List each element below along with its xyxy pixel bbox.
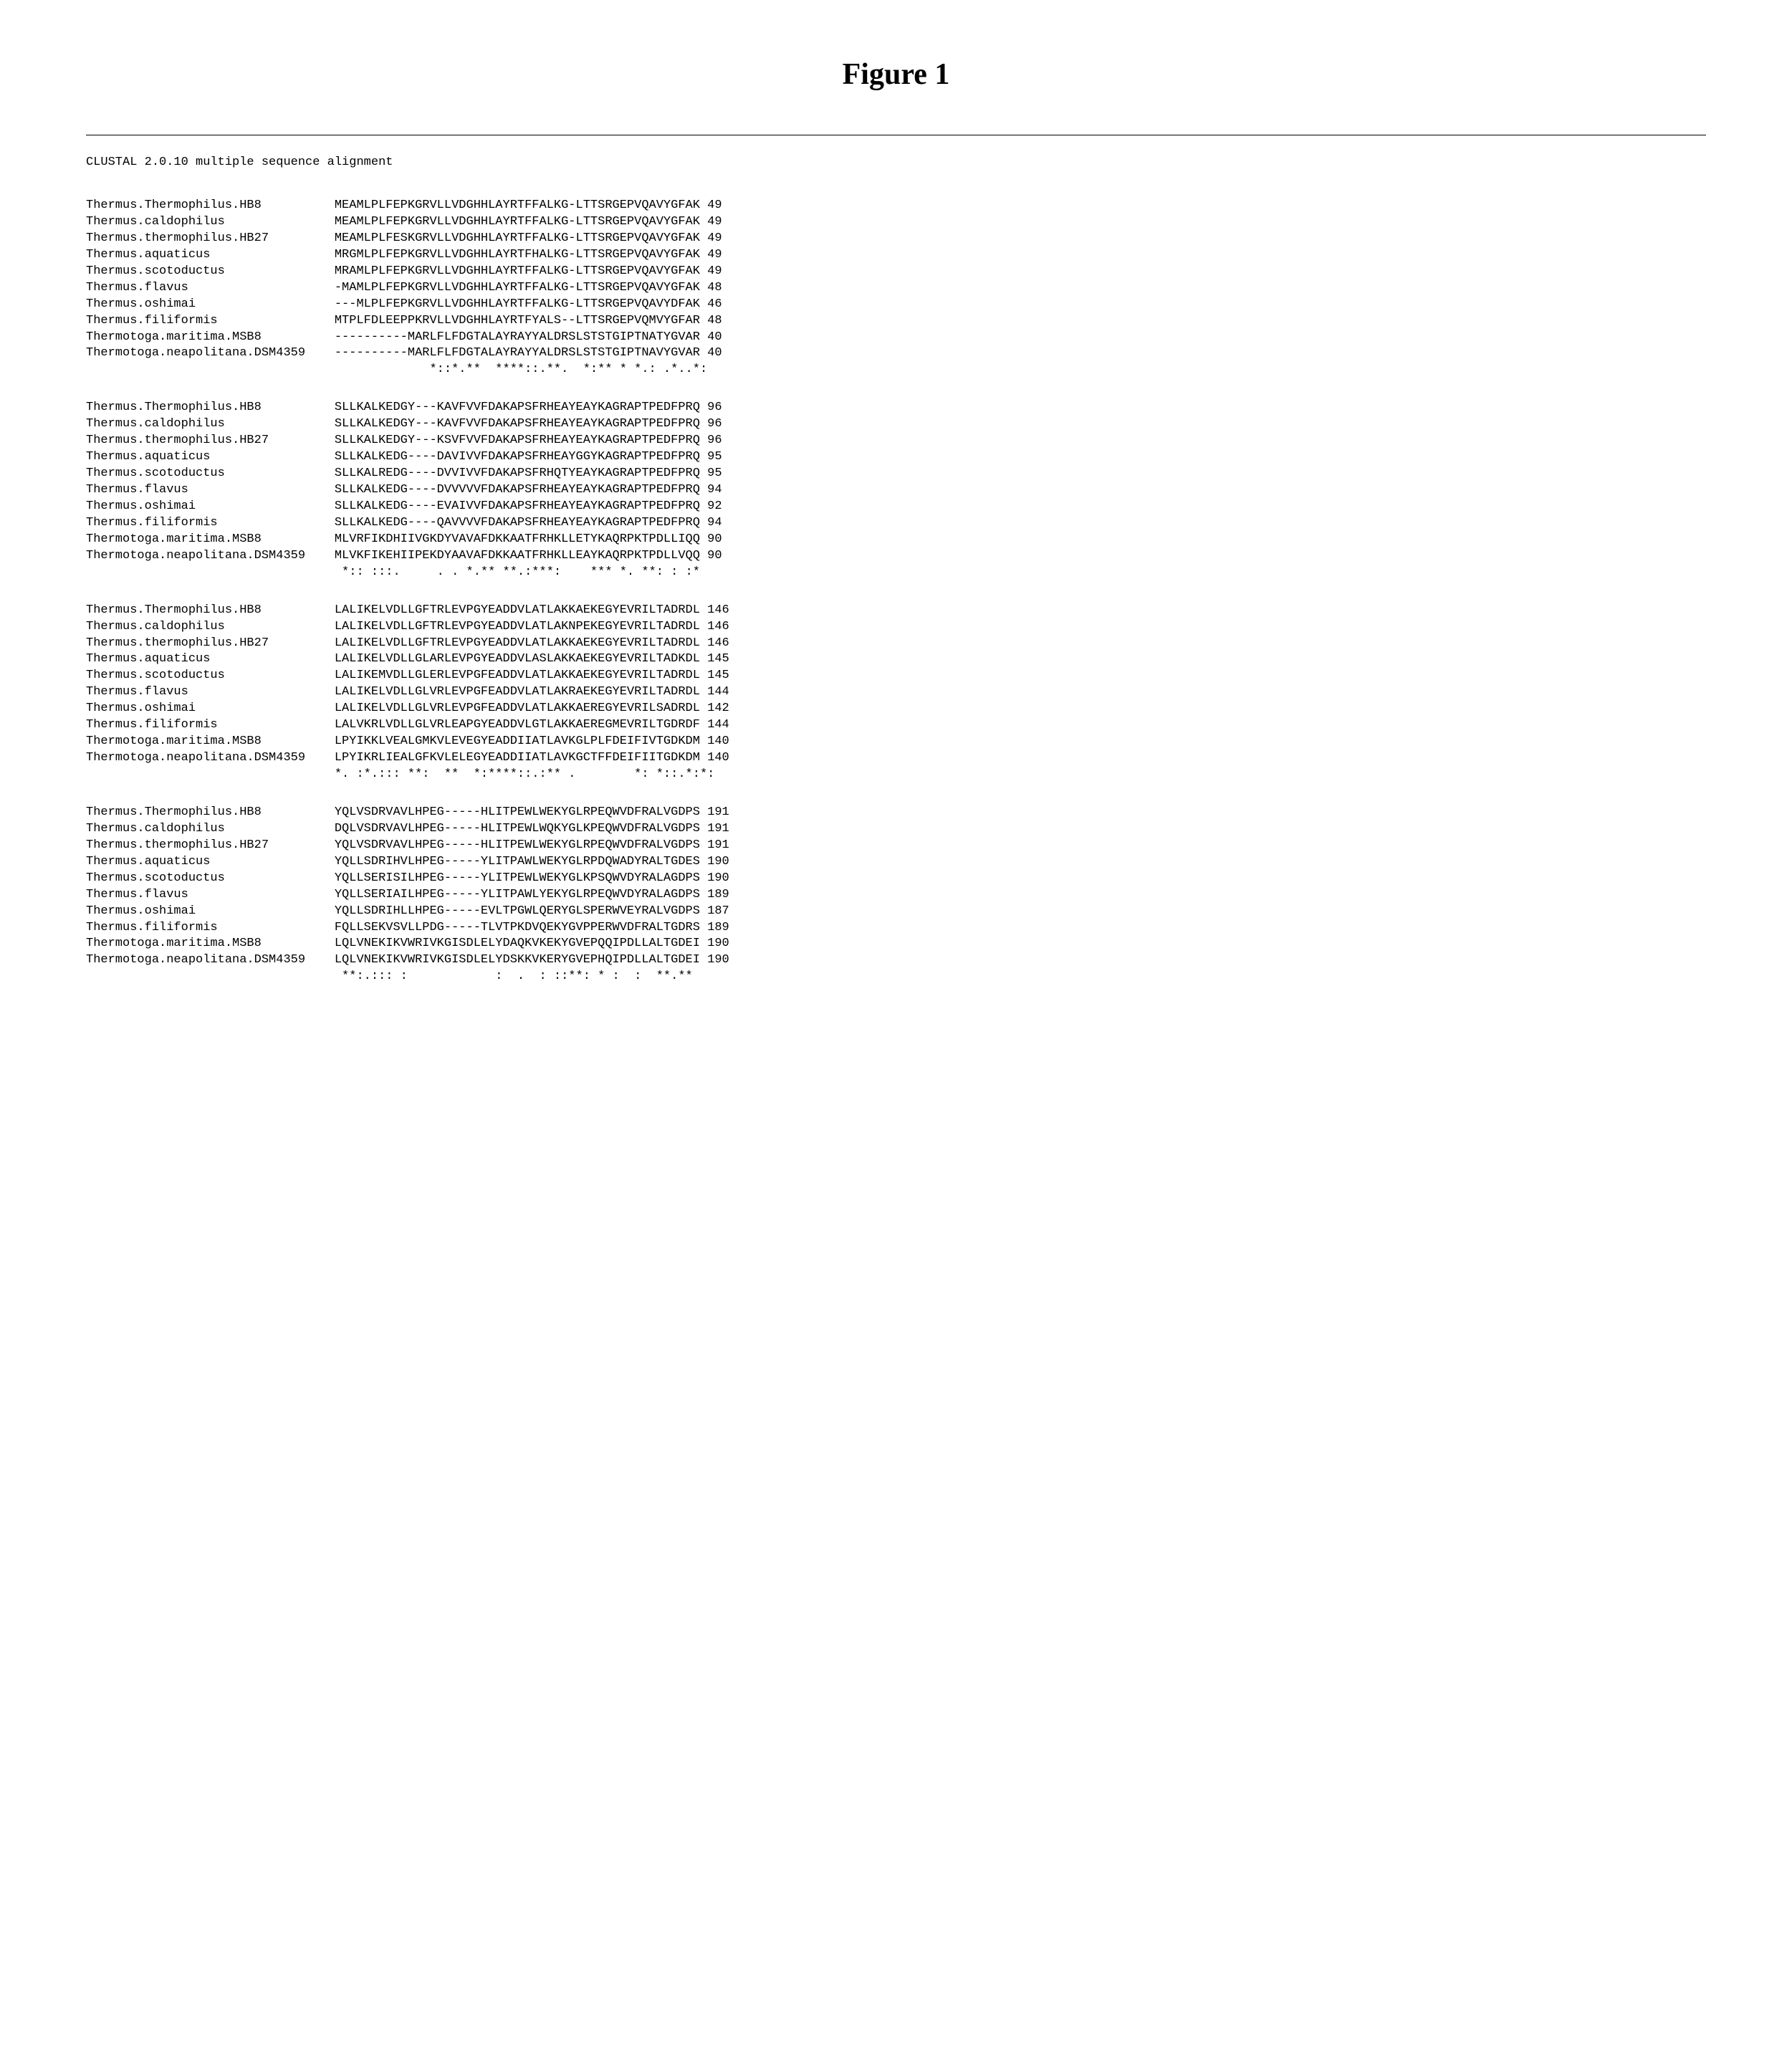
alignment-row: Thermus.Thermophilus.HB8 LALIKELVDLLGFTR… (86, 603, 1706, 619)
alignment-row: Thermus.thermophilus.HB27 SLLKALKEDGY---… (86, 433, 1706, 449)
alignment-subtitle: CLUSTAL 2.0.10 multiple sequence alignme… (86, 155, 1706, 169)
alignment-row: Thermus.aquaticus SLLKALKEDG----DAVIVVFD… (86, 449, 1706, 466)
alignment-row: Thermus.flavus SLLKALKEDG----DVVVVVFDAKA… (86, 482, 1706, 499)
alignment-row: Thermus.flavus LALIKELVDLLGLVRLEVPGFEADD… (86, 684, 1706, 701)
alignment-row: Thermus.filiformis SLLKALKEDG----QAVVVVF… (86, 515, 1706, 532)
alignment-row: Thermus.scotoductus YQLLSERISILHPEG-----… (86, 871, 1706, 887)
alignment-row: Thermotoga.maritima.MSB8 LQLVNEKIKVWRIVK… (86, 936, 1706, 952)
alignment-row: Thermus.flavus -MAMLPLFEPKGRVLLVDGHHLAYR… (86, 280, 1706, 297)
alignment-row: Thermotoga.maritima.MSB8 MLVRFIKDHIIVGKD… (86, 532, 1706, 548)
alignment-row: Thermus.thermophilus.HB27 YQLVSDRVAVLHPE… (86, 838, 1706, 854)
alignment-row: Thermus.thermophilus.HB27 LALIKELVDLLGFT… (86, 636, 1706, 652)
conservation-line: *. :*.::: **: ** *:****::.:** . *: *::.*… (86, 767, 1706, 783)
alignment-block: Thermus.Thermophilus.HB8 SLLKALKEDGY---K… (86, 400, 1706, 580)
alignment-row: Thermus.flavus YQLLSERIAILHPEG-----YLITP… (86, 887, 1706, 904)
alignment-row: Thermus.aquaticus MRGMLPLFEPKGRVLLVDGHHL… (86, 247, 1706, 264)
alignment-row: Thermus.thermophilus.HB27 MEAMLPLFESKGRV… (86, 231, 1706, 247)
alignment-row: Thermotoga.maritima.MSB8 ----------MARLF… (86, 330, 1706, 346)
alignment-row: Thermus.Thermophilus.HB8 MEAMLPLFEPKGRVL… (86, 198, 1706, 214)
alignment-row: Thermus.caldophilus LALIKELVDLLGFTRLEVPG… (86, 619, 1706, 636)
alignment-row: Thermus.caldophilus DQLVSDRVAVLHPEG-----… (86, 821, 1706, 838)
alignment-row: Thermus.scotoductus LALIKEMVDLLGLERLEVPG… (86, 668, 1706, 684)
conservation-line: *::*.** ****::.**. *:** * *.: .*..*: (86, 362, 1706, 378)
alignment-row: Thermus.Thermophilus.HB8 YQLVSDRVAVLHPEG… (86, 805, 1706, 821)
alignment-row: Thermus.filiformis FQLLSEKVSVLLPDG-----T… (86, 920, 1706, 937)
alignment-row: Thermotoga.neapolitana.DSM4359 MLVKFIKEH… (86, 548, 1706, 565)
alignment-row: Thermus.Thermophilus.HB8 SLLKALKEDGY---K… (86, 400, 1706, 416)
alignment-row: Thermus.filiformis LALVKRLVDLLGLVRLEAPGY… (86, 717, 1706, 734)
alignment-row: Thermus.scotoductus SLLKALREDG----DVVIVV… (86, 466, 1706, 482)
alignment-block: Thermus.Thermophilus.HB8 MEAMLPLFEPKGRVL… (86, 198, 1706, 378)
alignment-row: Thermus.filiformis MTPLFDLEEPPKRVLLVDGHH… (86, 313, 1706, 330)
alignment-row: Thermus.oshimai YQLLSDRIHLLHPEG-----EVLT… (86, 904, 1706, 920)
alignment-row: Thermus.aquaticus YQLLSDRIHVLHPEG-----YL… (86, 854, 1706, 871)
alignment-block: Thermus.Thermophilus.HB8 LALIKELVDLLGFTR… (86, 603, 1706, 783)
alignment-container: Thermus.Thermophilus.HB8 MEAMLPLFEPKGRVL… (86, 198, 1706, 985)
alignment-row: Thermotoga.neapolitana.DSM4359 LQLVNEKIK… (86, 952, 1706, 969)
figure-title: Figure 1 (86, 57, 1706, 92)
alignment-row: Thermus.oshimai LALIKELVDLLGLVRLEVPGFEAD… (86, 701, 1706, 717)
conservation-line: **:.::: : : . : ::**: * : : **.** (86, 969, 1706, 985)
alignment-row: Thermotoga.maritima.MSB8 LPYIKKLVEALGMKV… (86, 734, 1706, 750)
alignment-row: Thermus.scotoductus MRAMLPLFEPKGRVLLVDGH… (86, 264, 1706, 280)
alignment-row: Thermus.oshimai SLLKALKEDG----EVAIVVFDAK… (86, 499, 1706, 515)
alignment-block: Thermus.Thermophilus.HB8 YQLVSDRVAVLHPEG… (86, 805, 1706, 985)
alignment-row: Thermus.caldophilus MEAMLPLFEPKGRVLLVDGH… (86, 214, 1706, 231)
conservation-line: *:: :::. . . *.** **.:***: *** *. **: : … (86, 565, 1706, 581)
alignment-row: Thermus.oshimai ---MLPLFEPKGRVLLVDGHHLAY… (86, 297, 1706, 313)
alignment-row: Thermus.aquaticus LALIKELVDLLGLARLEVPGYE… (86, 651, 1706, 668)
alignment-row: Thermotoga.neapolitana.DSM4359 LPYIKRLIE… (86, 750, 1706, 767)
alignment-row: Thermotoga.neapolitana.DSM4359 ---------… (86, 345, 1706, 362)
alignment-row: Thermus.caldophilus SLLKALKEDGY---KAVFVV… (86, 416, 1706, 433)
